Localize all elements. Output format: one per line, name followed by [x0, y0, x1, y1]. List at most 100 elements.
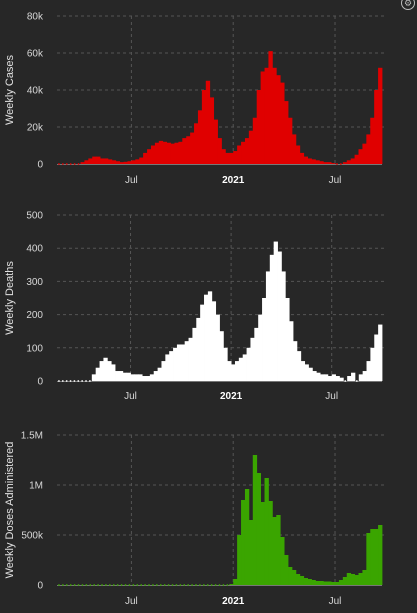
bar[interactable] — [233, 151, 238, 164]
bar[interactable] — [295, 145, 301, 165]
bar[interactable] — [374, 90, 379, 164]
bar[interactable] — [77, 163, 80, 165]
bar[interactable] — [241, 500, 246, 585]
bar[interactable] — [202, 584, 205, 586]
bar[interactable] — [69, 584, 72, 586]
bar[interactable] — [58, 163, 60, 165]
bar[interactable] — [205, 80, 211, 164]
bar[interactable] — [111, 160, 117, 164]
bar[interactable] — [226, 584, 229, 586]
bar[interactable] — [211, 301, 217, 381]
bar[interactable] — [335, 376, 340, 381]
bar[interactable] — [111, 364, 116, 381]
bar[interactable] — [135, 159, 140, 164]
bar[interactable] — [134, 374, 139, 381]
bar[interactable] — [127, 161, 132, 164]
bar[interactable] — [323, 374, 329, 381]
bar[interactable] — [152, 584, 154, 586]
bar[interactable] — [61, 163, 64, 165]
bar[interactable] — [173, 347, 178, 381]
bar[interactable] — [195, 584, 197, 586]
bar[interactable] — [366, 361, 371, 381]
bar[interactable] — [260, 71, 265, 165]
bar[interactable] — [323, 581, 328, 586]
bar[interactable] — [136, 584, 139, 586]
bar[interactable] — [73, 584, 76, 586]
bar[interactable] — [225, 152, 230, 164]
bar[interactable] — [295, 574, 301, 585]
bar[interactable] — [138, 374, 143, 381]
bar[interactable] — [264, 478, 269, 585]
bar[interactable] — [231, 364, 236, 381]
bar[interactable] — [119, 162, 124, 164]
bar[interactable] — [169, 351, 174, 381]
bar[interactable] — [277, 251, 282, 381]
bar[interactable] — [58, 584, 60, 586]
bar[interactable] — [291, 570, 297, 585]
bar[interactable] — [358, 149, 363, 164]
bar[interactable] — [167, 584, 170, 586]
bar[interactable] — [190, 132, 195, 164]
bar[interactable] — [358, 573, 363, 585]
bar[interactable] — [304, 364, 309, 381]
bar[interactable] — [99, 361, 104, 381]
bar[interactable] — [182, 138, 187, 164]
bar[interactable] — [291, 134, 297, 164]
bar[interactable] — [238, 357, 244, 381]
bar[interactable] — [311, 580, 316, 585]
bar[interactable] — [191, 584, 193, 586]
bar[interactable] — [315, 581, 320, 585]
bar[interactable] — [320, 374, 325, 381]
bar[interactable] — [130, 374, 135, 381]
bar[interactable] — [209, 97, 215, 164]
bar[interactable] — [288, 567, 293, 585]
bar[interactable] — [196, 317, 201, 381]
bar[interactable] — [331, 163, 336, 164]
bar[interactable] — [186, 136, 191, 164]
bar[interactable] — [158, 140, 164, 164]
bar[interactable] — [73, 380, 76, 382]
bar[interactable] — [311, 159, 316, 164]
bar[interactable] — [229, 152, 234, 164]
bar[interactable] — [178, 141, 183, 164]
bar[interactable] — [88, 158, 93, 164]
bar[interactable] — [378, 67, 383, 164]
bar[interactable] — [339, 163, 342, 165]
bar[interactable] — [161, 361, 166, 381]
bar[interactable] — [187, 584, 190, 586]
bar[interactable] — [84, 160, 89, 164]
bar[interactable] — [327, 581, 332, 586]
bar[interactable] — [61, 380, 64, 382]
bar[interactable] — [258, 314, 263, 381]
bar[interactable] — [115, 371, 120, 381]
bar[interactable] — [370, 117, 375, 164]
bar[interactable] — [143, 152, 148, 164]
bar[interactable] — [100, 158, 105, 164]
bar[interactable] — [288, 117, 293, 164]
bar[interactable] — [350, 158, 355, 164]
bar[interactable] — [316, 372, 321, 381]
bar[interactable] — [256, 90, 262, 164]
bar[interactable] — [299, 152, 305, 164]
bar[interactable] — [299, 576, 305, 585]
bar[interactable] — [123, 161, 128, 164]
bar[interactable] — [374, 529, 379, 585]
bar[interactable] — [370, 347, 375, 381]
bar[interactable] — [148, 584, 150, 586]
bar[interactable] — [344, 380, 347, 382]
bar[interactable] — [93, 584, 96, 586]
bar[interactable] — [132, 584, 135, 586]
bar[interactable] — [157, 367, 162, 381]
bar[interactable] — [145, 376, 151, 381]
bar[interactable] — [103, 158, 109, 164]
bar[interactable] — [170, 143, 175, 164]
bar[interactable] — [128, 584, 131, 586]
bar[interactable] — [269, 254, 275, 381]
bar[interactable] — [221, 149, 226, 164]
gear-icon[interactable]: ⚙ — [401, 0, 415, 10]
bar[interactable] — [242, 354, 247, 381]
bar[interactable] — [285, 298, 290, 381]
bar[interactable] — [194, 123, 199, 164]
bar[interactable] — [284, 101, 289, 164]
bar[interactable] — [289, 321, 294, 381]
